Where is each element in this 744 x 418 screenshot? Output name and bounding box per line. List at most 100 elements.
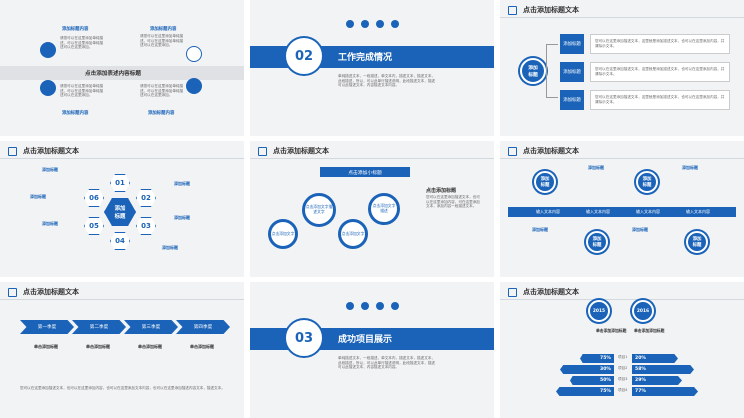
slide-thumbnail-1[interactable]: 添加标题内容 添加标题内容 请您可以在这里添加单纯描述，可以在这里添加单纯描述可… xyxy=(0,0,244,136)
search-icon xyxy=(186,46,202,62)
item-box-1: 添加标题 xyxy=(560,34,584,54)
slide1-left-head: 添加标题内容 xyxy=(62,27,89,32)
year-badge-left: 2015 xyxy=(588,300,610,322)
slide-header: 点击添加标题文本 xyxy=(508,285,579,299)
label-2: 添加标题 xyxy=(682,165,698,170)
right-pill-2: 58% xyxy=(632,365,694,374)
slide2-icon-row xyxy=(346,20,399,28)
item-box-2: 添加标题 xyxy=(560,62,584,82)
chart-icon xyxy=(361,20,369,28)
bar-item-1: 输入文本内容 xyxy=(536,209,560,214)
clipboard-icon xyxy=(40,80,56,96)
item-box-3: 添加标题 xyxy=(560,90,584,110)
mid-label-3: 项目3 xyxy=(618,377,628,381)
stage-chevron-1: 第一季度 xyxy=(20,320,74,334)
cart-icon xyxy=(391,302,399,310)
item-desc-2: 您可以在这里添加描述文本，这里就是添加描述文本，也可以在这里添加内容，并清除示文… xyxy=(590,62,730,82)
user-icon xyxy=(376,302,384,310)
mail-icon xyxy=(346,20,354,28)
section-number: 02 xyxy=(286,38,322,74)
slide1-band-title: 点击添加表述内容标题 xyxy=(85,71,141,77)
stage-chevron-2: 第二季度 xyxy=(72,320,126,334)
right-pill-3: 29% xyxy=(632,376,682,385)
slide-thumbnail-6[interactable]: 点击添加标题文本 添加标题 添加标题 添加 标题 添加 标题 输入文本内容 输入… xyxy=(500,141,744,277)
stage-chevron-4: 第四季度 xyxy=(176,320,230,334)
hex-02: 02 xyxy=(136,189,156,207)
right-label-1: 添加标题 xyxy=(174,181,190,186)
left-pill-4: 75% xyxy=(556,387,614,396)
col-title-2: 单击添加标题 xyxy=(86,344,110,349)
hex-03: 03 xyxy=(136,217,156,235)
slide-header: 点击添加标题文本 xyxy=(258,144,329,158)
gear-icon: 点击添加文字 xyxy=(338,219,368,249)
right-pill-1: 20% xyxy=(632,354,678,363)
hex-05: 05 xyxy=(84,217,104,235)
footer-text: 您可以在这里添加描述文本，也可以在这里添加内容，也可以在这里添加文本内容，也可以… xyxy=(20,386,225,390)
user-icon xyxy=(376,20,384,28)
left-label-1: 添加标题 xyxy=(42,167,58,172)
right-label-2: 添加标题 xyxy=(174,215,190,220)
bar-item-2: 输入文本内容 xyxy=(586,209,610,214)
chart-icon xyxy=(361,302,369,310)
year-badge-right: 2016 xyxy=(632,300,654,322)
label-4: 添加标题 xyxy=(632,227,648,232)
section-body: 单纯描述文本，一段描述，单文本内，描述文本，描述文本，此段描述，所以，可以此单行… xyxy=(338,74,436,87)
slide1-bottom-left: 添加标题内容 xyxy=(62,111,89,116)
circle-3: 添加 标题 xyxy=(586,231,608,253)
bracket xyxy=(546,44,558,98)
right-pill-4: 77% xyxy=(632,387,698,396)
slide-thumbnail-4[interactable]: 点击添加标题文本 01 02 03 04 05 06 添加 标题 添加标题 添加… xyxy=(0,141,244,277)
left-pill-1: 75% xyxy=(580,354,614,363)
col-title-left: 单击添加添加标题 xyxy=(596,328,627,333)
bar-item-3: 输入文本内容 xyxy=(636,209,660,214)
circle-4: 添加 标题 xyxy=(686,231,708,253)
slide1-desc-4: 请您可以在这里添加单纯描述，可以在这里添加单纯描述可以在这里添加。 xyxy=(140,84,184,97)
right-label-3: 添加标题 xyxy=(162,245,178,250)
hex-01: 01 xyxy=(110,174,130,192)
tools-icon xyxy=(186,78,202,94)
slide-thumbnail-2[interactable]: 02 工作完成情况 单纯描述文本，一段描述，单文本内，描述文本，描述文本，此段描… xyxy=(250,0,494,136)
slide1-bottom-right: 添加标题内容 xyxy=(148,111,175,116)
section-number: 03 xyxy=(286,320,322,356)
gear-icon: 点击添加文字描述文字 xyxy=(302,193,336,227)
slide-header: 点击添加标题文本 xyxy=(8,285,79,299)
side-body: 您可以在这里添加描述文本，也可以在这里添加内容，可在这里添加文本，添加内容一段描… xyxy=(426,195,480,208)
slide-header: 点击添加标题文本 xyxy=(508,144,579,158)
item-desc-3: 您可以在这里添加描述文本，这里就是添加描述文本，也可以在这里添加内容，并清除示文… xyxy=(590,90,730,110)
left-pill-2: 30% xyxy=(560,365,614,374)
center-hex: 添加 标题 xyxy=(104,198,136,226)
mid-label-2: 项目2 xyxy=(618,366,628,370)
lightbulb-icon xyxy=(40,42,56,58)
slide1-right-head: 添加标题内容 xyxy=(150,27,177,32)
col-title-3: 单击添加标题 xyxy=(138,344,162,349)
bar-item-4: 输入文本内容 xyxy=(686,209,710,214)
side-title: 点击添加标题 xyxy=(426,188,457,194)
mid-label-1: 项目1 xyxy=(618,355,628,359)
slide-thumbnail-5[interactable]: 点击添加标题文本 点击添加小标题 点击添加文字 点击添加文字描述文字 点击添加文… xyxy=(250,141,494,277)
slide-thumbnail-8[interactable]: 03 成功项目展示 单纯描述文本，一段描述，单文本内，描述文本，描述文本，此段描… xyxy=(250,282,494,418)
section-title: 工作完成情况 xyxy=(338,53,393,63)
slide1-desc-1: 请您可以在这里添加单纯描述，可以在这里添加单纯描述可以在这里添加。 xyxy=(60,36,104,49)
stage-chevron-3: 第三季度 xyxy=(124,320,178,334)
slide1-desc-2: 请您可以在这里添加单纯描述，可以在这里添加单纯描述可以在这里添加。 xyxy=(140,34,184,47)
col-title-4: 单击添加标题 xyxy=(190,344,214,349)
col-title-1: 单击添加标题 xyxy=(34,344,58,349)
left-label-3: 添加标题 xyxy=(42,221,58,226)
mid-label-4: 项目4 xyxy=(618,388,628,392)
slide-header: 点击添加标题文本 xyxy=(8,144,79,158)
hex-04: 04 xyxy=(110,232,130,250)
mail-icon xyxy=(346,302,354,310)
left-label-2: 添加标题 xyxy=(30,194,46,199)
circle-2: 添加 标题 xyxy=(636,171,658,193)
gear-icon: 点击添加文字描述 xyxy=(368,193,400,225)
slide8-icon-row xyxy=(346,302,399,310)
left-pill-3: 50% xyxy=(570,376,614,385)
center-circle: 添加 标题 xyxy=(520,58,546,84)
cart-icon xyxy=(391,20,399,28)
hex-06: 06 xyxy=(84,189,104,207)
subtitle-band: 点击添加小标题 xyxy=(320,167,410,177)
slide-thumbnail-7[interactable]: 点击添加标题文本 第一季度 第二季度 第三季度 第四季度 单击添加标题 单击添加… xyxy=(0,282,244,418)
slide-thumbnail-3[interactable]: 点击添加标题文本 添加 标题 添加标题 添加标题 添加标题 您可以在这里添加描述… xyxy=(500,0,744,136)
slide-thumbnail-9[interactable]: 点击添加标题文本 2015 2016 单击添加添加标题 单击添加添加标题 75%… xyxy=(500,282,744,418)
